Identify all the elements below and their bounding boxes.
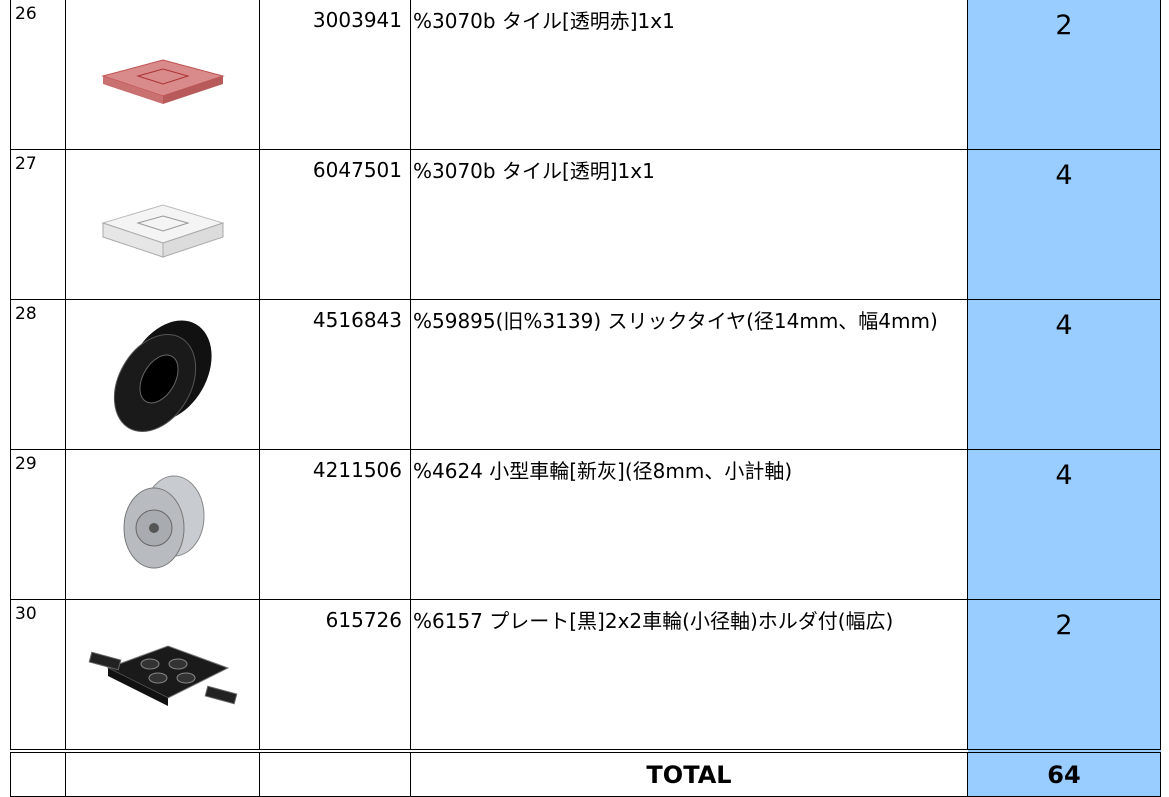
part-name: %3070b タイル[透明]1x1: [410, 149, 968, 300]
part-name: %6157 プレート[黒]2x2車輪(小径軸)ホルダ付(幅広): [410, 599, 968, 752]
part-image: [65, 599, 260, 752]
quantity: 4: [967, 449, 1161, 600]
part-row: 29 4211506 %4624 小型車輪[新灰](径8mm、小計軸) 4: [10, 449, 1161, 600]
quantity: 2: [967, 599, 1161, 752]
quantity: 2: [967, 0, 1161, 150]
row-number: 29: [10, 449, 66, 600]
part-image: [65, 0, 260, 150]
part-code: 3003941: [259, 0, 411, 150]
parts-table: 26 3003941 %3070b タイル[透明赤]1x1 2 27 6047501 %30…: [10, 0, 1161, 797]
part-code: 4211506: [259, 449, 411, 600]
part-code: 615726: [259, 599, 411, 752]
table-body: 26 3003941 %3070b タイル[透明赤]1x1 2 27 6047501 %30…: [10, 0, 1161, 797]
row-number: 27: [10, 149, 66, 300]
part-name: %59895(旧%3139) スリックタイヤ(径14mm、幅4mm): [410, 299, 968, 450]
quantity: 4: [967, 299, 1161, 450]
total-row: TOTAL 64: [10, 749, 1161, 797]
part-row: 30 615726 %6157 プレート[黒]2x2車輪(小径軸)ホルダ付(幅広) 2: [10, 599, 1161, 752]
part-name: %3070b タイル[透明赤]1x1: [410, 0, 968, 150]
row-number: 26: [10, 0, 66, 150]
empty-cell: [259, 749, 411, 797]
total-label: TOTAL: [410, 749, 968, 797]
part-image: [65, 449, 260, 600]
part-name: %4624 小型車輪[新灰](径8mm、小計軸): [410, 449, 968, 600]
page: 26 3003941 %3070b タイル[透明赤]1x1 2 27 6047501 %30…: [10, 0, 1161, 797]
row-number: 30: [10, 599, 66, 752]
quantity: 4: [967, 149, 1161, 300]
part-row: 28 4516843 %59895(旧%3139) スリックタイヤ(径14mm、幅4…: [10, 299, 1161, 450]
part-image: [65, 149, 260, 300]
row-number: 28: [10, 299, 66, 450]
total-quantity: 64: [967, 749, 1161, 797]
part-row: 27 6047501 %3070b タイル[透明]1x1 4: [10, 149, 1161, 300]
part-image: [65, 299, 260, 450]
part-code: 4516843: [259, 299, 411, 450]
empty-cell: [65, 749, 260, 797]
part-row: 26 3003941 %3070b タイル[透明赤]1x1 2: [10, 0, 1161, 150]
empty-cell: [10, 749, 66, 797]
part-code: 6047501: [259, 149, 411, 300]
